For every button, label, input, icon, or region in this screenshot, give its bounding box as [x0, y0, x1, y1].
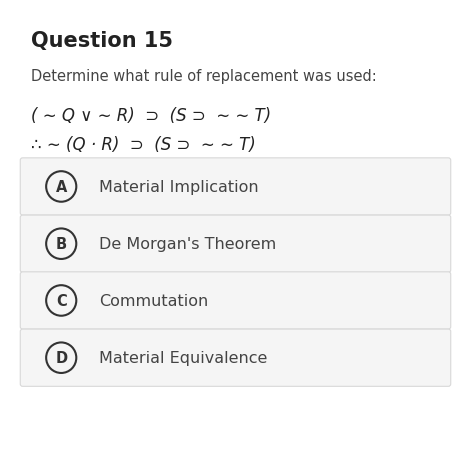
- Text: C: C: [56, 293, 66, 308]
- Text: Determine what rule of replacement was used:: Determine what rule of replacement was u…: [31, 69, 376, 84]
- FancyBboxPatch shape: [20, 329, 451, 387]
- Text: A: A: [56, 179, 67, 195]
- Text: Material Equivalence: Material Equivalence: [99, 350, 267, 366]
- Text: B: B: [56, 237, 67, 252]
- Text: Question 15: Question 15: [31, 31, 172, 51]
- Text: D: D: [55, 350, 67, 366]
- Text: ( ∼ Q ∨ ∼ R)  ⊃  (S ⊃  ∼ ∼ T): ( ∼ Q ∨ ∼ R) ⊃ (S ⊃ ∼ ∼ T): [31, 107, 271, 125]
- FancyBboxPatch shape: [20, 216, 451, 273]
- Text: Material Implication: Material Implication: [99, 179, 259, 195]
- FancyBboxPatch shape: [20, 159, 451, 216]
- Text: De Morgan's Theorem: De Morgan's Theorem: [99, 237, 276, 252]
- Text: Commutation: Commutation: [99, 293, 208, 308]
- FancyBboxPatch shape: [20, 272, 451, 329]
- Text: ∴ ∼ (Q · R)  ⊃  (S ⊃  ∼ ∼ T): ∴ ∼ (Q · R) ⊃ (S ⊃ ∼ ∼ T): [31, 136, 255, 154]
